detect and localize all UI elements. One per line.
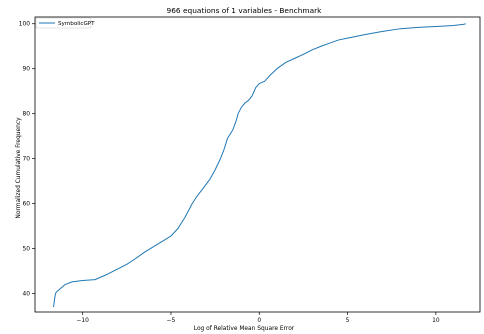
y-axis-label: Normalized Cumulative Frequency	[16, 117, 22, 219]
y-tick-label: 60	[23, 202, 31, 208]
plot-area	[53, 23, 466, 308]
legend-box	[35, 17, 92, 29]
y-axis-ticks: 40 50 60 70 80 90 100	[19, 22, 35, 298]
series-line-symbolicgpt	[53, 23, 466, 308]
y-tick-label: 90	[23, 67, 31, 73]
x-tick-label: 5	[346, 318, 350, 324]
x-axis-ticks: −10 −5 0 5 10	[76, 312, 440, 324]
y-tick-label: 70	[23, 157, 31, 163]
legend-entry-symbolicgpt: SymbolicGPT	[58, 21, 95, 27]
y-tick-label: 40	[23, 292, 31, 298]
x-tick-label: 0	[257, 318, 261, 324]
legend: SymbolicGPT	[35, 17, 95, 29]
y-tick-label: 50	[23, 247, 31, 253]
x-tick-label: −5	[167, 318, 176, 324]
plot-frame	[34, 16, 481, 313]
x-tick-label: −10	[76, 318, 89, 324]
chart-title: 966 equations of 1 variables - Benchmark	[167, 6, 323, 15]
y-tick-label: 100	[19, 22, 30, 28]
x-axis-label: Log of Relative Mean Square Error	[194, 326, 295, 332]
x-tick-label: 10	[432, 318, 440, 324]
y-tick-label: 80	[23, 112, 31, 118]
